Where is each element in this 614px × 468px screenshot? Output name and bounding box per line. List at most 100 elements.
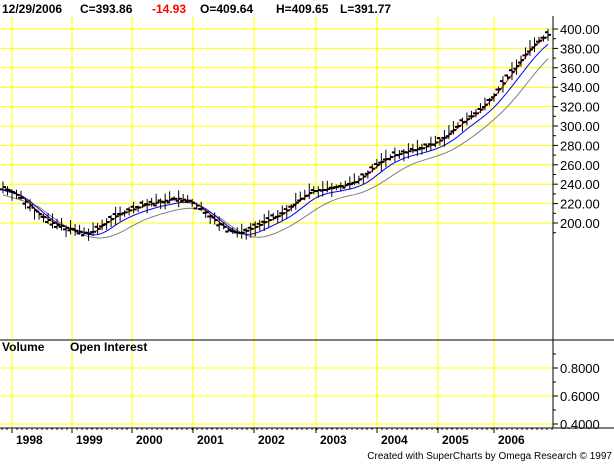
price-bar — [139, 200, 146, 209]
price-bar — [243, 227, 250, 240]
price-bar — [535, 36, 542, 44]
price-bar — [0, 181, 6, 194]
price-bar — [58, 217, 65, 231]
price-bar — [180, 193, 187, 203]
price-bar — [9, 189, 16, 201]
price-bar — [211, 212, 218, 225]
price-bar — [481, 97, 488, 111]
price-bar — [333, 184, 340, 191]
price-bar — [45, 212, 52, 225]
x-tick-label: 2001 — [197, 433, 224, 447]
price-bar — [247, 223, 254, 238]
price-bar — [220, 222, 227, 230]
price-bar — [175, 190, 182, 208]
price-bar — [283, 205, 290, 220]
lower-y-tick-label: 0.6000 — [560, 389, 600, 404]
price-bar — [171, 196, 178, 201]
y-tick-label: 200.00 — [560, 216, 600, 231]
price-bar — [103, 218, 110, 230]
price-bar — [94, 223, 101, 235]
y-tick-label: 240.00 — [560, 177, 600, 192]
lower-y-tick-label: 0.8000 — [560, 361, 600, 376]
price-bar — [238, 223, 245, 239]
price-bar — [144, 199, 151, 214]
y-tick-label: 300.00 — [560, 119, 600, 134]
x-tick-label: 2004 — [381, 433, 408, 447]
price-bar — [324, 180, 331, 193]
header-high: H=409.65 — [276, 2, 329, 16]
header-open: O=409.64 — [200, 2, 253, 16]
price-bar — [545, 28, 551, 41]
price-bar — [90, 222, 97, 237]
price-bar — [292, 193, 299, 210]
price-bar — [364, 170, 371, 179]
price-bar — [423, 143, 430, 152]
header-change: -14.93 — [152, 2, 186, 16]
y-tick-label: 280.00 — [560, 138, 600, 153]
price-bar — [468, 110, 475, 120]
price-bar — [517, 55, 524, 67]
price-bar — [288, 204, 295, 212]
price-bar — [40, 213, 47, 223]
x-tick-label: 2005 — [442, 433, 469, 447]
ma-mid-line — [2, 43, 549, 236]
x-tick-label: 1999 — [76, 433, 103, 447]
x-tick-label: 2006 — [498, 433, 525, 447]
price-bar — [432, 135, 439, 148]
price-bar — [495, 86, 502, 94]
price-bar — [22, 197, 29, 209]
price-bar — [252, 221, 259, 237]
volume-label: Volume — [2, 340, 45, 354]
x-tick-label: 2000 — [136, 433, 163, 447]
price-bar — [436, 137, 443, 146]
price-bar — [373, 159, 380, 169]
price-bar — [4, 186, 11, 196]
lower-y-tick-label: 0.4000 — [560, 417, 600, 432]
price-bar — [454, 122, 461, 129]
price-bar — [153, 193, 160, 207]
price-bar — [396, 150, 403, 159]
price-bar — [112, 206, 119, 226]
price-bar — [49, 213, 56, 229]
price-bar — [85, 228, 92, 241]
price-bar — [450, 121, 457, 135]
header-close: C=393.86 — [80, 2, 133, 16]
ma-slow-line — [2, 58, 549, 239]
price-bar — [342, 180, 349, 189]
price-bar — [441, 129, 448, 147]
price-bar — [369, 164, 376, 173]
price-bar — [135, 205, 142, 213]
price-bar — [162, 193, 169, 210]
price-bar — [306, 183, 313, 199]
price-bar — [189, 198, 196, 207]
price-bar — [261, 213, 268, 232]
price-bar — [499, 76, 506, 93]
y-tick-label: 360.00 — [560, 61, 600, 76]
price-bar — [418, 143, 425, 155]
x-tick-label: 1998 — [16, 433, 43, 447]
price-bar — [504, 74, 511, 80]
price-bar — [207, 214, 214, 225]
y-tick-label: 220.00 — [560, 197, 600, 212]
price-bar — [387, 154, 394, 161]
price-bar — [463, 112, 470, 126]
price-bar — [270, 212, 277, 221]
price-bar — [36, 210, 43, 220]
y-tick-label: 380.00 — [560, 41, 600, 56]
price-bar — [472, 109, 479, 118]
price-bar — [490, 92, 497, 102]
price-bar — [202, 209, 209, 218]
price-bar — [27, 199, 34, 212]
price-bar — [18, 190, 25, 201]
x-tick-label: 2002 — [258, 433, 285, 447]
price-bar — [274, 209, 281, 224]
price-bar — [76, 224, 83, 235]
y-tick-label: 320.00 — [560, 100, 600, 115]
price-bar — [256, 219, 263, 231]
price-bar — [508, 62, 515, 81]
price-bar — [355, 175, 362, 185]
price-bar — [117, 206, 124, 222]
price-bar — [193, 202, 200, 210]
price-bar — [121, 210, 128, 217]
